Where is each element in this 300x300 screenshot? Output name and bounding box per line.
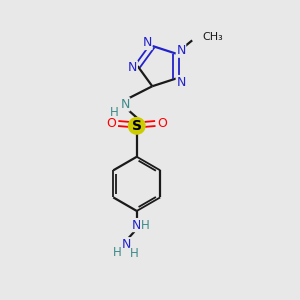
Circle shape <box>128 118 145 134</box>
Text: N: N <box>122 238 131 251</box>
Text: N: N <box>176 76 186 88</box>
Text: H: H <box>141 220 149 232</box>
Text: H: H <box>112 246 122 259</box>
Text: S: S <box>132 119 142 133</box>
Text: N: N <box>142 37 152 50</box>
Text: N: N <box>128 61 137 74</box>
Text: O: O <box>158 117 167 130</box>
Text: O: O <box>106 117 116 130</box>
Text: CH₃: CH₃ <box>202 32 223 42</box>
Text: N: N <box>176 44 186 57</box>
Text: N: N <box>132 219 141 232</box>
Text: H: H <box>130 247 139 260</box>
Text: H: H <box>110 106 119 119</box>
Text: N: N <box>120 98 130 111</box>
